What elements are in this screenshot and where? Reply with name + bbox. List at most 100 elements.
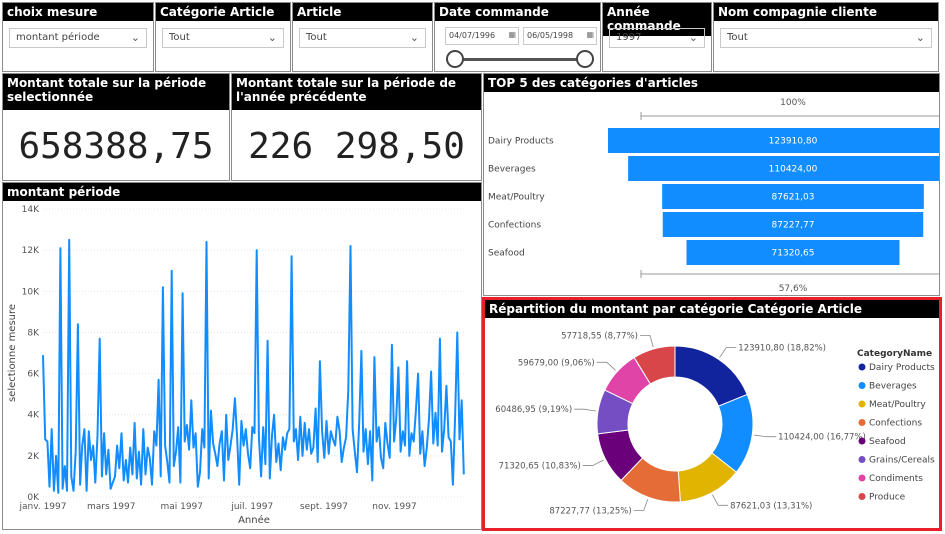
chevron-down-icon: ⌄ bbox=[130, 31, 140, 44]
funnel-bar bbox=[608, 128, 939, 153]
donut-data-label: 60486,95 (9,19%) bbox=[495, 405, 572, 415]
funnel-category-label: Meat/Poultry bbox=[488, 193, 545, 203]
filter-title: Année commande bbox=[603, 3, 711, 36]
donut-data-label: 110424,00 (16,77%) bbox=[778, 433, 866, 443]
funnel-value-label: 87227,77 bbox=[772, 221, 815, 231]
donut-leader-line bbox=[633, 499, 649, 511]
dropdown-value: montant période bbox=[16, 32, 100, 43]
y-tick-label: 4K bbox=[27, 411, 40, 421]
filter-categorie: Catégorie Article Tout ⌄ bbox=[155, 2, 291, 72]
date-end-value: 06/05/1998 bbox=[527, 31, 574, 40]
chevron-down-icon: ⌄ bbox=[915, 31, 925, 44]
filter-annee: Année commande 1997 ⌄ bbox=[602, 2, 712, 72]
legend-marker bbox=[858, 419, 866, 426]
funnel-value-label: 123910,80 bbox=[769, 137, 818, 147]
dropdown-value: Tout bbox=[306, 32, 327, 43]
donut-leader-line bbox=[639, 335, 654, 348]
date-end-input[interactable]: 06/05/1998 ▦ bbox=[523, 27, 597, 45]
calendar-icon: ▦ bbox=[508, 30, 516, 39]
x-axis-label: Année bbox=[238, 514, 270, 526]
donut-data-label: 57718,55 (8,77%) bbox=[561, 331, 638, 341]
donut-slice bbox=[674, 345, 748, 407]
donut-leader-line bbox=[574, 408, 597, 412]
categorie-dropdown[interactable]: Tout ⌄ bbox=[162, 28, 284, 48]
filter-title: Catégorie Article bbox=[156, 3, 290, 22]
funnel-bar bbox=[686, 240, 900, 265]
compagnie-dropdown[interactable]: Tout ⌄ bbox=[720, 28, 932, 48]
line-chart-panel: montant période 0K 2K 4K 6K 8K 10K 12K 14K janv.… bbox=[2, 182, 482, 530]
legend-label: Seafood bbox=[869, 437, 906, 447]
funnel-top-label: 100% bbox=[780, 98, 806, 108]
funnel-category-label: Seafood bbox=[488, 249, 525, 259]
donut-slice bbox=[633, 345, 676, 385]
kpi-title: Montant totale sur la période selectionn… bbox=[3, 74, 229, 110]
legend-marker bbox=[858, 493, 866, 500]
y-tick-label: 6K bbox=[27, 370, 40, 380]
funnel-bar bbox=[662, 212, 924, 237]
legend-marker bbox=[858, 437, 866, 445]
donut-data-label: 87227,77 (13,25%) bbox=[549, 507, 631, 517]
legend-label: Produce bbox=[869, 493, 906, 503]
funnel-chart: 100% Dairy Products 123910,80 Beverages 1104… bbox=[488, 98, 939, 294]
donut-chart-panel: Répartition du montant par catégorie Cat… bbox=[482, 297, 942, 531]
funnel-category-label: Beverages bbox=[488, 165, 536, 175]
filter-title: Article bbox=[293, 3, 432, 22]
donut-leader-line bbox=[712, 494, 729, 506]
funnel-category-label: Confections bbox=[488, 221, 541, 231]
annee-dropdown[interactable]: 1997 ⌄ bbox=[609, 28, 705, 48]
legend-label: Meat/Poultry bbox=[869, 400, 926, 410]
chevron-down-icon: ⌄ bbox=[688, 31, 698, 44]
line-series bbox=[42, 238, 465, 494]
filter-choix-mesure: choix mesure montant période ⌄ bbox=[2, 2, 154, 72]
funnel-value-label: 87621,03 bbox=[772, 193, 815, 203]
chart-title: montant période bbox=[3, 183, 481, 202]
y-tick-label: 0K bbox=[27, 493, 40, 503]
x-tick-label: sept. 1997 bbox=[300, 502, 348, 512]
x-tick-label: juil. 1997 bbox=[230, 502, 273, 512]
chevron-down-icon: ⌄ bbox=[409, 31, 419, 44]
legend-label: Beverages bbox=[869, 382, 917, 392]
x-tick-label: nov. 1997 bbox=[372, 502, 416, 512]
kpi-value: 226 298,50 bbox=[248, 126, 465, 167]
filter-title: Date commande bbox=[435, 3, 600, 22]
filter-compagnie: Nom compagnie cliente Tout ⌄ bbox=[713, 2, 939, 72]
filter-title: choix mesure bbox=[3, 3, 153, 22]
funnel-category-label: Dairy Products bbox=[488, 137, 554, 147]
funnel-value-label: 71320,65 bbox=[772, 249, 815, 259]
chevron-down-icon: ⌄ bbox=[267, 31, 277, 44]
choix-mesure-dropdown[interactable]: montant période ⌄ bbox=[9, 28, 147, 48]
filter-article: Article Tout ⌄ bbox=[292, 2, 433, 72]
dropdown-value: Tout bbox=[727, 32, 748, 43]
donut-data-label: 123910,80 (18,82%) bbox=[738, 344, 826, 354]
date-slider-handle-end[interactable] bbox=[576, 50, 594, 68]
funnel-bar bbox=[662, 184, 924, 209]
funnel-bottom-label: 57,6% bbox=[779, 284, 808, 294]
donut-leader-line bbox=[596, 361, 616, 371]
donut-chart: 123910,80 (18,82%) 110424,00 (16,77%) 8762… bbox=[495, 331, 935, 517]
kpi-card-periode: Montant totale sur la période selectionn… bbox=[2, 73, 230, 181]
dropdown-value: 1997 bbox=[616, 32, 642, 43]
legend-marker bbox=[858, 400, 866, 408]
legend-label: Grains/Cereals bbox=[869, 456, 935, 466]
funnel-chart-panel: TOP 5 des catégories d'articles 100% Dair… bbox=[483, 73, 940, 296]
x-tick-label: janv. 1997 bbox=[19, 502, 67, 512]
kpi-title: Montant totale sur la période de l'année… bbox=[232, 74, 481, 110]
filter-title: Nom compagnie cliente bbox=[714, 3, 938, 22]
date-start-value: 04/07/1996 bbox=[449, 31, 496, 40]
donut-data-label: 71320,65 (10,83%) bbox=[499, 461, 581, 471]
y-tick-label: 8K bbox=[27, 328, 40, 338]
calendar-icon: ▦ bbox=[586, 30, 594, 39]
funnel-bar bbox=[628, 156, 939, 181]
article-dropdown[interactable]: Tout ⌄ bbox=[299, 28, 426, 48]
donut-data-label: 87621,03 (13,31%) bbox=[730, 501, 812, 511]
line-chart: 0K 2K 4K 6K 8K 10K 12K 14K janv. 1997 mars 1997 ma… bbox=[7, 205, 465, 526]
legend-marker bbox=[858, 474, 866, 482]
date-slider-track[interactable] bbox=[455, 58, 584, 61]
x-tick-label: mai 1997 bbox=[160, 502, 203, 512]
x-tick-label: mars 1997 bbox=[87, 502, 135, 512]
y-axis-label: selectionne mesure bbox=[7, 304, 18, 402]
y-tick-label: 2K bbox=[27, 452, 40, 462]
date-slider-handle-start[interactable] bbox=[446, 50, 464, 68]
date-start-input[interactable]: 04/07/1996 ▦ bbox=[445, 27, 519, 45]
y-tick-label: 14K bbox=[22, 205, 40, 215]
